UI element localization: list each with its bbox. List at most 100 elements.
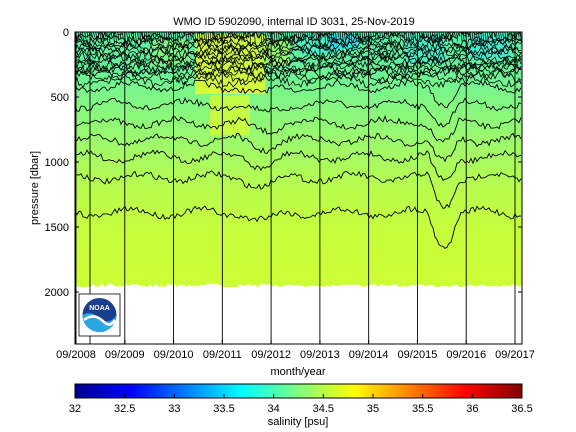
profile-tick [498,32,500,38]
profile-tick [300,32,302,43]
profile-tick [102,32,104,41]
profile-tick [93,32,95,38]
salinity-field-area [75,32,522,288]
noaa-logo-text: NOAA [89,305,110,312]
profile-tick [473,32,476,42]
salinity-contour [75,149,522,181]
profile-tick [489,32,491,39]
profile-tick [126,32,128,40]
profile-tick [381,32,384,39]
profile-tick [242,32,245,43]
profile-tick [282,32,285,41]
profile-tick [306,32,309,38]
year-divider-lines [75,32,516,344]
profile-tick [399,32,401,40]
profile-tick [293,32,296,40]
profile-tick [363,32,366,42]
profile-tick [176,32,179,42]
profile-tick [427,32,430,43]
x-axis-label: month/year [270,366,325,378]
x-axis: 09/2008 09/2009 09/2010 09/2011 09/2012 09/20… [56,340,535,361]
profile-tick [201,32,203,41]
profile-tick [110,32,113,39]
salinity-contour [75,55,522,75]
profile-tick [414,32,417,41]
profile-tick [487,32,489,42]
profile-tick [269,32,271,38]
plot-frame [74,31,523,345]
profile-tick [328,32,331,42]
profile-tick [152,32,155,40]
profile-tick [407,32,410,40]
profile-tick [357,32,359,42]
salinity-contour [75,97,522,128]
profile-tick [205,32,208,42]
profile-tick [352,32,355,39]
profile-tick [258,32,260,38]
profile-tick [410,32,412,39]
profile-tick [469,32,472,39]
profile-tick [183,32,186,37]
profile-tick [223,32,225,39]
profile-tick [227,32,230,38]
profile-tick [304,32,307,39]
profile-tick [212,32,214,40]
profile-tick [504,32,507,41]
profile-tick [460,32,463,42]
profile-tick [218,32,221,40]
profile-tick [95,32,98,41]
profile-tick [267,32,269,38]
profile-tick [137,32,139,40]
profile-tick [194,32,197,43]
profile-tick [401,32,403,38]
profile-tick [308,32,311,38]
profile-tick [295,32,298,39]
profile-tick [165,32,168,42]
profile-tick [418,32,421,41]
profile-tick [117,32,120,41]
profile-tick [394,32,397,37]
salinity-contour [75,69,522,89]
y-tick-label: 1500 [45,222,69,234]
profile-tick [150,32,153,43]
profile-tick [157,32,159,40]
profile-tick [326,32,329,42]
profile-tick [480,32,483,43]
profile-tick [192,32,194,41]
profile-tick [251,32,254,37]
profile-tick [392,32,395,38]
profile-tick [234,32,236,40]
plot-area [75,32,522,344]
profile-tick [447,32,450,37]
salinity-contour [75,63,522,83]
salinity-contour [75,32,522,46]
profile-tick [443,32,445,40]
profile-tick [236,32,238,39]
profile-tick [302,32,304,41]
profile-tick [313,32,315,37]
salinity-patch [210,95,250,135]
profile-tick [104,32,106,38]
profile-tick [467,32,469,37]
profile-tick [377,32,379,40]
salinity-contour [75,48,522,69]
colorbar-tick-label: 35.5 [412,403,433,415]
profile-tick [322,32,324,37]
profile-tick [229,32,232,43]
salinity-contour [75,32,522,52]
profile-tick [436,32,439,39]
x-tick-label: 09/2015 [398,349,438,361]
salinity-contour [75,132,522,163]
profile-tick [390,32,392,44]
salinity-contour [75,66,522,86]
profile-tick [82,32,84,44]
profile-tick [330,32,333,42]
profile-tick [190,32,192,40]
profile-tick [119,32,122,40]
colorbar-tick-label: 36 [466,403,478,415]
profile-tick [333,32,335,42]
noaa-logo: NOAA [78,293,121,337]
x-tick-label: 09/2011 [203,349,242,361]
colorbar-ticks: 32 32.5 33 33.5 34 34.5 35 35.5 36 36.5 [69,394,533,415]
y-tick-label: 1000 [45,157,69,169]
